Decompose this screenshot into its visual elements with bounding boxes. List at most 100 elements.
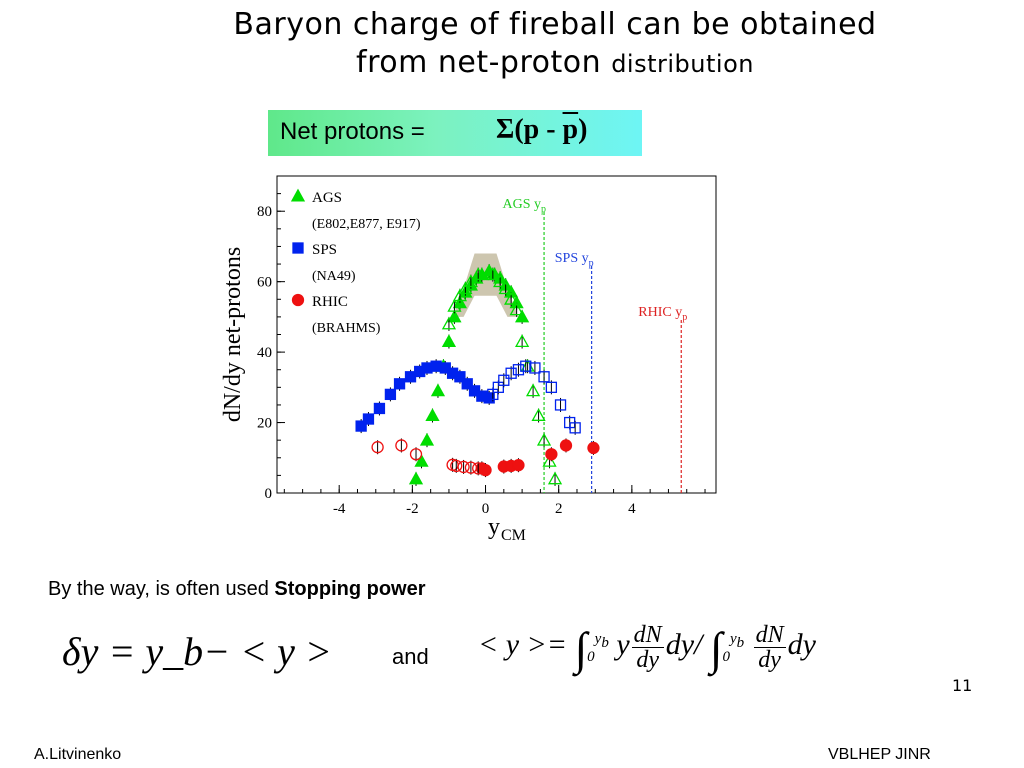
x-tick-label: 2: [555, 501, 563, 517]
sps-point: [362, 413, 375, 425]
ags-point: [525, 383, 541, 397]
ags-point: [430, 383, 446, 397]
ags-point: [493, 274, 508, 288]
rhic-point: [464, 461, 478, 474]
ags-point: [515, 309, 530, 323]
legend-marker-rhic: [291, 293, 305, 307]
x-tick-label: 0: [482, 501, 490, 517]
rhic-point: [395, 439, 408, 452]
x-tick-label: 4: [628, 501, 636, 517]
rhic-point: [450, 459, 463, 473]
sps-point: [512, 364, 525, 376]
ags-point: [498, 281, 513, 295]
formula-open: (p -: [514, 114, 563, 145]
ags-point: [447, 309, 462, 323]
note-text: By the way, is often used: [48, 578, 275, 600]
formula-pbar: p: [562, 114, 579, 145]
formula-expression: Σ(p - p): [496, 114, 587, 146]
y-tick-label: 60: [257, 275, 272, 291]
stopping-power-note: By the way, is often used Stopping power: [48, 578, 426, 601]
rhic-point: [457, 460, 470, 474]
mean-rapidity-equation: < y >= ∫0yb y dN dy dy/ ∫0yb dN dy dy: [478, 621, 816, 674]
rhic-point: [371, 441, 384, 454]
sps-point: [498, 374, 510, 386]
sps-point: [483, 392, 495, 404]
sps-point: [529, 362, 541, 374]
ags-point: [509, 302, 524, 316]
legend-sublabel: (NA49): [312, 269, 356, 284]
ags-point: [447, 298, 462, 312]
ags-point: [458, 281, 473, 295]
footer-institute: VBLHEP JINR: [828, 746, 931, 763]
beam-rapidity-label-sub: p: [541, 204, 546, 215]
formula-label: Net protons =: [280, 118, 425, 145]
legend-marker-ags: [290, 188, 306, 202]
sps-point: [505, 367, 517, 379]
rhic-point: [512, 459, 525, 472]
y-axis-label: dN/dy net-protons: [220, 247, 246, 422]
sps-point: [545, 381, 558, 393]
title-line-2-small: distribution: [611, 50, 754, 78]
rhic-point: [479, 463, 492, 477]
note-bold: Stopping power: [274, 578, 426, 600]
x-axis-label: yCM: [488, 514, 526, 544]
sps-point: [538, 371, 550, 383]
ags-point: [419, 432, 435, 446]
sps-point: [384, 388, 397, 401]
page-number: 11: [952, 676, 973, 695]
beam-rapidity-label: RHIC yp: [638, 305, 687, 323]
ags-point: [408, 471, 424, 485]
ags-point: [452, 288, 468, 302]
legend-sublabel: (BRAHMS): [312, 321, 381, 336]
title-line-2: from net-proton distribution: [120, 44, 990, 83]
rhic-point: [472, 462, 485, 475]
footer-author: A.Litvinenko: [34, 746, 122, 763]
ags-point: [536, 432, 552, 446]
sps-point: [373, 402, 386, 415]
y-tick-label: 40: [257, 345, 272, 361]
sps-point: [461, 378, 473, 390]
title-line-2-main: from net-proton: [356, 45, 602, 80]
y-tick-label: 20: [257, 416, 272, 432]
x-tick-label: -4: [333, 501, 346, 517]
ags-point: [504, 291, 519, 305]
ags-point: [441, 334, 457, 347]
beam-rapidity-label: AGS yp: [503, 197, 547, 215]
sps-point: [454, 371, 466, 383]
sps-point: [355, 420, 367, 432]
x-tick-label: -2: [406, 501, 419, 517]
rhic-point: [409, 448, 423, 461]
legend-sublabel: (E802,E877, E917): [312, 217, 421, 232]
slide-title: Baryon charge of fireball can be obtaine…: [120, 6, 990, 83]
delta-y-equation: δy = y_b− < y >: [62, 629, 332, 674]
rhic-point: [545, 448, 558, 461]
y-tick-label: 80: [257, 204, 272, 220]
rhic-point: [559, 439, 573, 452]
ags-systematic-band: [452, 253, 519, 317]
rhic-point: [587, 441, 600, 455]
ags-point: [485, 267, 500, 281]
legend-label: SPS: [312, 242, 337, 258]
beam-rapidity-label-sub: p: [589, 258, 594, 269]
title-line-1: Baryon charge of fireball can be obtaine…: [233, 7, 877, 42]
ags-point: [531, 408, 546, 421]
formula-close: ): [578, 114, 588, 145]
ags-point: [542, 453, 557, 467]
net-protons-formula-box: Net protons = Σ(p - p): [268, 110, 642, 156]
ags-point: [463, 274, 478, 288]
ags-point: [547, 471, 563, 485]
sps-point: [569, 422, 581, 434]
ags-point: [414, 453, 429, 467]
sps-point: [554, 399, 567, 411]
legend-label: AGS: [312, 190, 342, 206]
y-tick-label: 0: [265, 486, 273, 502]
formula-sigma: Σ: [496, 114, 515, 145]
ags-point: [425, 408, 440, 421]
beam-rapidity-label: SPS yp: [555, 251, 594, 269]
equation-and: and: [392, 644, 429, 669]
sps-point: [520, 360, 532, 372]
sps-point: [393, 378, 406, 390]
ags-point: [471, 267, 486, 281]
